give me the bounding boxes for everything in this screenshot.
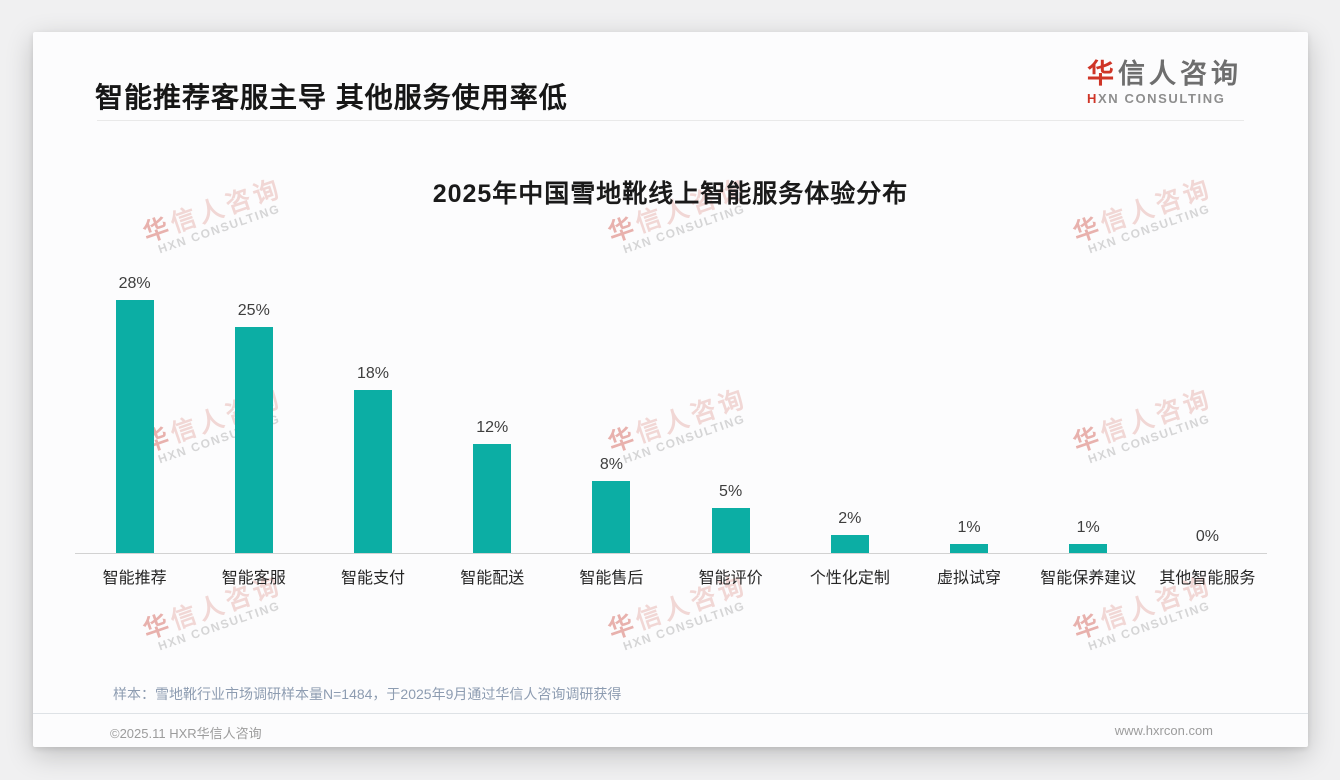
- category-label: 智能推荐: [102, 570, 167, 587]
- bar-value-label: 12%: [476, 419, 509, 436]
- bar-value-label: 18%: [356, 365, 390, 382]
- bar: [711, 508, 750, 553]
- logo-english-text: HXN CONSULTING: [1087, 90, 1226, 106]
- bar: [830, 535, 869, 553]
- x-axis-line: [75, 553, 1267, 554]
- bar-value-label: 28%: [118, 275, 151, 292]
- bar: [354, 390, 392, 553]
- bar-slot: 5%: [671, 272, 790, 553]
- bar: [115, 300, 154, 553]
- category-label: 智能售后: [579, 570, 644, 587]
- bar-slot: 25%: [194, 272, 313, 553]
- bar-value-label: 0%: [1195, 528, 1219, 545]
- footer-copyright: ©2025.11 HXR华信人咨询: [110, 726, 262, 741]
- bar: [1069, 544, 1108, 553]
- bar-slot: 0%: [1148, 272, 1267, 553]
- x-axis-category-labels: 智能推荐 智能客服 智能支付 智能配送 智能售后 智能评价 个性化定制 虚拟试穿 智能保养建议 其…: [75, 564, 1267, 588]
- category-label: 智能评价: [698, 570, 763, 587]
- bar-slot: 8%: [552, 272, 671, 553]
- header-divider: [97, 120, 1244, 121]
- bar-chart-plot-area: 28% 25% 18% 12% 8% 5% 2% 1% 1% 0%: [75, 272, 1267, 553]
- logo-chinese-text: 华信人咨询: [1087, 59, 1242, 89]
- bar: [592, 481, 631, 553]
- bar-slot: 12%: [433, 272, 552, 553]
- footer: ©2025.11 HXR华信人咨询 www.hxrcon.com: [110, 723, 1213, 742]
- bar: [950, 544, 989, 553]
- category-label: 虚拟试穿: [937, 570, 1002, 587]
- category-label: 智能保养建议: [1040, 570, 1137, 587]
- category-label: 智能支付: [341, 570, 406, 587]
- category-label: 个性化定制: [809, 570, 890, 587]
- sample-note: 样本：雪地靴行业市场调研样本量N=1484，于2025年9月通过华信人咨询调研获…: [113, 686, 622, 702]
- slide-card: 华信人咨询 HXN CONSULTING 华信人咨询 HXN CONSULTING 华信…: [33, 32, 1308, 747]
- page-title: 智能推荐客服主导 其他服务使用率低: [95, 82, 568, 113]
- bar-value-label: 1%: [957, 519, 981, 536]
- bar-slot: 28%: [75, 272, 194, 553]
- bar-slot: 1%: [1029, 272, 1148, 553]
- bar-slot: 2%: [790, 272, 909, 553]
- bar-value-label: 1%: [1076, 519, 1100, 536]
- chart-title: 2025年中国雪地靴线上智能服务体验分布: [432, 180, 909, 208]
- category-label: 其他智能服务: [1159, 570, 1256, 587]
- company-logo: 华信人咨询 HXN CONSULTING: [1087, 59, 1242, 106]
- category-label: 智能客服: [221, 570, 286, 587]
- footer-website: www.hxrcon.com: [1114, 723, 1213, 738]
- bar-value-label: 25%: [237, 302, 270, 319]
- bar-value-label: 8%: [599, 456, 623, 473]
- bar: [234, 327, 273, 553]
- bar-slot: 1%: [909, 272, 1028, 553]
- bar-value-label: 5%: [719, 483, 743, 500]
- bar-value-label: 2%: [838, 510, 862, 527]
- category-label: 智能配送: [460, 570, 525, 587]
- bar: [473, 444, 512, 553]
- bar-slot: 18%: [313, 272, 432, 553]
- footer-divider: [33, 713, 1308, 714]
